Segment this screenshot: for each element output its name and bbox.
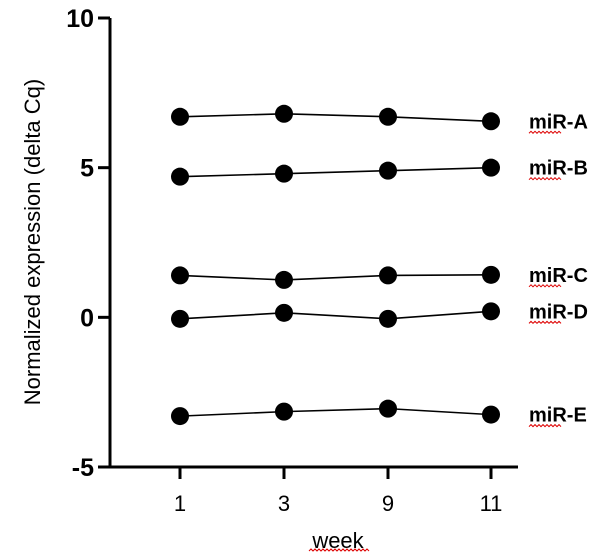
axes (108, 18, 518, 469)
series-line-mir-d (179, 310, 492, 320)
series-line-mir-b (179, 166, 492, 178)
y-tick-label: -5 (72, 454, 94, 482)
data-point-mir-b-week-3 (275, 164, 293, 183)
data-point-mir-e-week-1 (171, 407, 189, 426)
data-point-mir-a-week-11 (482, 112, 500, 131)
data-point-mir-c-week-3 (275, 270, 293, 289)
x-axis-title-spellcheck-underline (308, 548, 370, 552)
x-tick-label: 11 (480, 491, 503, 516)
y-tick-label: 0 (80, 304, 94, 332)
data-point-mir-b-week-1 (171, 167, 189, 186)
series-label-spellcheck-underline (528, 423, 562, 428)
data-point-mir-c-week-9 (379, 266, 397, 285)
series-label-spellcheck-underline (528, 320, 562, 325)
data-point-mir-d-week-9 (379, 309, 397, 328)
x-tick-label: 9 (382, 491, 394, 516)
data-point-mir-d-week-1 (171, 309, 189, 328)
y-axis-title: Normalized expression (delta Cq) (20, 79, 45, 405)
series-label-spellcheck-underline (528, 130, 562, 134)
data-point-mir-b-week-9 (379, 161, 397, 180)
data-point-mir-c-week-1 (171, 266, 189, 285)
x-tick-label: 1 (174, 491, 186, 516)
data-point-mir-d-week-11 (482, 302, 500, 321)
series-line-mir-e (179, 407, 492, 417)
x-axis-title: week (311, 528, 364, 553)
data-point-mir-a-week-1 (171, 107, 189, 126)
data-point-mir-e-week-3 (275, 402, 293, 421)
series-line-mir-c (179, 274, 492, 281)
data-point-mir-e-week-9 (379, 399, 397, 418)
x-ticks: 1 3 9 11 (174, 467, 503, 516)
data-point-mir-b-week-11 (482, 158, 500, 177)
series-label-mir-e: miR-E (529, 405, 587, 427)
series-line-mir-a (179, 112, 492, 123)
x-tick-label: 3 (278, 491, 290, 516)
data-point-mir-a-week-3 (275, 104, 293, 123)
series-label-spellcheck-underline (528, 176, 562, 181)
data-point-mir-d-week-3 (275, 303, 293, 322)
series-label-mir-c: miR-C (529, 265, 588, 287)
series-group (171, 104, 500, 426)
data-point-mir-c-week-11 (482, 265, 500, 284)
y-tick-label: 10 (66, 5, 94, 33)
data-point-mir-e-week-11 (482, 405, 500, 424)
series-label-mir-b: miR-B (529, 158, 588, 180)
series-label-mir-a: miR-A (529, 111, 588, 133)
y-tick-label: 5 (80, 155, 94, 183)
series-label-spellcheck-underline (528, 284, 562, 288)
y-ticks: -5 0 5 10 (66, 5, 110, 482)
series-label-mir-d: miR-D (529, 301, 588, 323)
series-labels: miR-A miR-B miR-C miR-D miR-E (528, 111, 588, 428)
data-point-mir-a-week-9 (379, 107, 397, 126)
